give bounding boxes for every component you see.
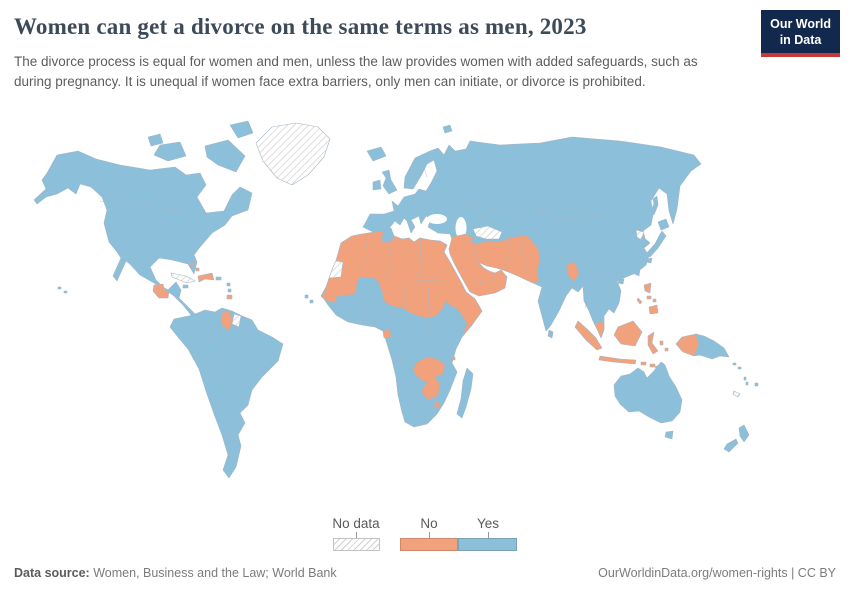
data-source-label: Data source: — [14, 566, 90, 580]
region-suriname[interactable] — [231, 313, 242, 328]
region-madagascar[interactable] — [456, 367, 474, 419]
region-tasmania[interactable] — [664, 430, 674, 440]
region-sakhalin[interactable] — [650, 195, 659, 216]
legend-label-no: No — [420, 516, 438, 531]
region-south-america[interactable] — [169, 307, 284, 479]
region-puerto-rico[interactable] — [215, 276, 222, 281]
region-japan[interactable] — [645, 218, 670, 264]
world-map-container — [0, 115, 850, 505]
region-lesser-antilles[interactable] — [226, 282, 232, 293]
internal-borders — [94, 159, 618, 461]
region-bahamas[interactable] — [189, 262, 200, 272]
data-source-text: Women, Business and the Law; World Bank — [89, 566, 337, 580]
region-guatemala[interactable] — [152, 283, 170, 299]
legend-label-yes: Yes — [476, 516, 500, 531]
region-north-america[interactable] — [33, 150, 253, 325]
region-sahara-band[interactable] — [321, 230, 483, 337]
legend-swatch-no[interactable] — [400, 538, 458, 551]
region-new-caledonia[interactable] — [732, 390, 741, 398]
black-sea — [427, 214, 447, 224]
region-guyana[interactable] — [220, 310, 234, 332]
region-arctic-islands[interactable] — [147, 120, 254, 173]
region-trinidad[interactable] — [226, 294, 233, 300]
region-hainan[interactable] — [617, 278, 625, 285]
region-java[interactable] — [598, 355, 637, 365]
region-middle-east[interactable] — [448, 233, 541, 297]
region-philippines[interactable] — [636, 282, 659, 315]
region-borneo[interactable] — [613, 320, 643, 347]
legend-swatch-no-data[interactable] — [333, 538, 380, 551]
region-new-zealand[interactable] — [723, 424, 750, 453]
region-zambia-zimbabwe[interactable] — [412, 356, 446, 401]
legend-swatch-yes[interactable] — [458, 538, 517, 551]
region-taiwan[interactable] — [634, 268, 641, 277]
map-legend: No data No Yes — [0, 512, 850, 552]
region-hispaniola[interactable] — [197, 272, 215, 283]
region-comoros[interactable] — [451, 356, 456, 361]
owid-logo[interactable]: Our World in Data — [761, 10, 840, 58]
region-western-sahara[interactable] — [328, 260, 344, 279]
legend-tick-yes — [488, 532, 489, 538]
region-greenland[interactable] — [255, 122, 331, 186]
page-title: Women can get a divorce on the same term… — [14, 14, 587, 39]
region-sulawesi[interactable] — [647, 331, 659, 355]
owid-link[interactable]: OurWorldinData.org/women-rights | CC BY — [598, 566, 836, 580]
region-australia[interactable] — [613, 361, 683, 424]
region-sumatra[interactable] — [574, 320, 603, 351]
region-papua-new-guinea[interactable] — [693, 333, 730, 360]
region-solomon-islands[interactable] — [732, 362, 742, 370]
region-fiji[interactable] — [754, 382, 759, 387]
chart-footer: Data source: Women, Business and the Law… — [14, 566, 836, 580]
region-iceland[interactable] — [366, 146, 387, 162]
region-turkmenistan[interactable] — [472, 225, 503, 240]
owid-logo-line1: Our World — [770, 17, 831, 31]
region-maluku[interactable] — [659, 340, 669, 352]
region-cape-verde[interactable] — [304, 294, 314, 304]
caspian-sea — [455, 217, 467, 239]
region-north-korea[interactable] — [635, 229, 645, 241]
data-source: Data source: Women, Business and the Law… — [14, 566, 337, 580]
region-gabon[interactable] — [382, 328, 392, 339]
region-sri-lanka[interactable] — [547, 329, 554, 339]
region-uk-ireland[interactable] — [372, 169, 398, 195]
owid-logo-line2: in Data — [779, 32, 822, 47]
region-svalbard[interactable] — [442, 124, 453, 134]
legend-tick-no-data — [356, 532, 357, 538]
region-hawaii[interactable] — [57, 286, 68, 294]
world-map[interactable] — [0, 115, 850, 505]
region-vanuatu[interactable] — [743, 376, 749, 386]
region-malaysia-peninsular[interactable] — [593, 321, 605, 338]
region-cuba[interactable] — [170, 272, 196, 284]
legend-label-no-data: No data — [332, 516, 380, 531]
region-eswatini[interactable] — [433, 401, 441, 409]
region-jamaica[interactable] — [182, 284, 189, 289]
chart-subtitle: The divorce process is equal for women a… — [14, 54, 698, 90]
legend-tick-no — [429, 532, 430, 538]
